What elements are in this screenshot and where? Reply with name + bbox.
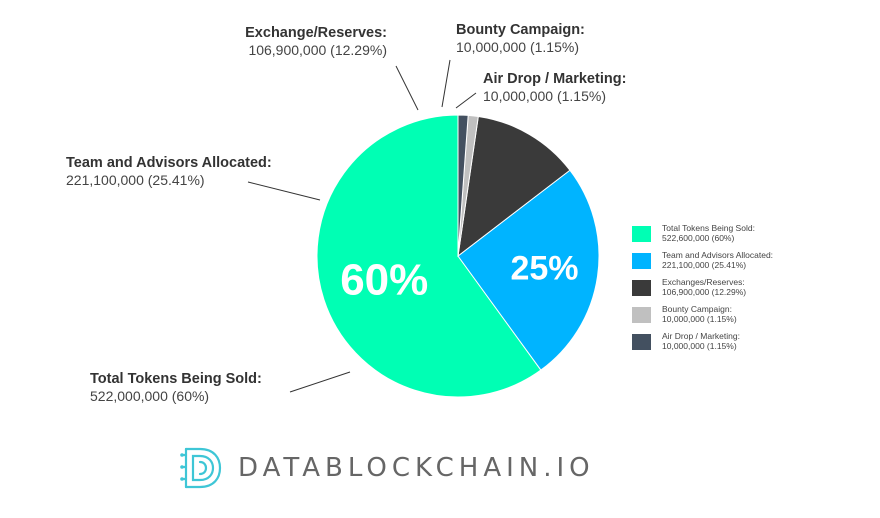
legend-swatch (632, 334, 651, 350)
callout-exchange-title: Exchange/Reserves: (245, 25, 387, 41)
pie-slice-team-and-advisors-allocated (457, 169, 600, 371)
callout-bounty: Bounty Campaign: 10,000,000 (1.15%) (456, 21, 585, 57)
legend-label: Bounty Campaign: (662, 304, 732, 314)
legend-label: Team and Advisors Allocated: (662, 250, 774, 260)
callout-airdrop: Air Drop / Marketing: 10,000,000 (1.15%) (483, 70, 626, 106)
callout-bounty-title: Bounty Campaign: (456, 22, 585, 38)
callout-exchange-value: 106,900,000 (12.29%) (248, 42, 387, 59)
callout-bounty-value: 10,000,000 (1.15%) (456, 39, 579, 56)
legend-swatch (632, 226, 651, 242)
leader-line-exchange (395, 65, 419, 111)
legend-value: 10,000,000 (1.15%) (662, 314, 737, 324)
callout-airdrop-value: 10,000,000 (1.15%) (483, 88, 606, 105)
leader-line-total (289, 371, 351, 393)
legend-label: Air Drop / Marketing: (662, 331, 740, 341)
legend-label: Total Tokens Being Sold: (662, 223, 755, 233)
legend-value: 106,900,000 (12.29%) (662, 287, 747, 297)
legend-value: 10,000,000 (1.15%) (662, 341, 737, 351)
legend-value: 221,100,000 (25.41%) (662, 260, 747, 270)
callout-total: Total Tokens Being Sold: 522,000,000 (60… (90, 370, 262, 406)
leader-line-bounty (441, 59, 451, 108)
pie-slice-exchange-reserves (457, 115, 571, 258)
callout-total-value: 522,000,000 (60%) (90, 388, 210, 405)
pie-slice-air-drop-marketing (457, 114, 469, 257)
legend-swatch (632, 307, 651, 323)
callout-airdrop-title: Air Drop / Marketing: (483, 71, 627, 87)
pie-slice-total-tokens-being-sold (316, 114, 542, 398)
legend-value: 522,600,000 (60%) (662, 233, 735, 243)
brand-name: DATABLOCKCHAIN.IO (238, 453, 595, 483)
callout-team: Team and Advisors Allocated: 221,100,000… (66, 154, 272, 190)
pie-inner-label: 60% (340, 255, 428, 304)
leader-line-team (247, 181, 321, 201)
callout-total-title: Total Tokens Being Sold: (90, 371, 262, 387)
leader-line-airdrop (455, 92, 477, 109)
legend-swatch (632, 253, 651, 269)
legend-label: Exchanges/Reserves: (662, 277, 745, 287)
datablockchain-d-logo-icon (180, 447, 222, 489)
pie-inner-label: 25% (510, 250, 578, 288)
callout-exchange: Exchange/Reserves: 106,900,000 (12.29%) (195, 24, 387, 60)
callout-team-value: 221,100,000 (25.41%) (66, 172, 205, 189)
callout-team-title: Team and Advisors Allocated: (66, 155, 272, 171)
legend-swatch (632, 280, 651, 296)
